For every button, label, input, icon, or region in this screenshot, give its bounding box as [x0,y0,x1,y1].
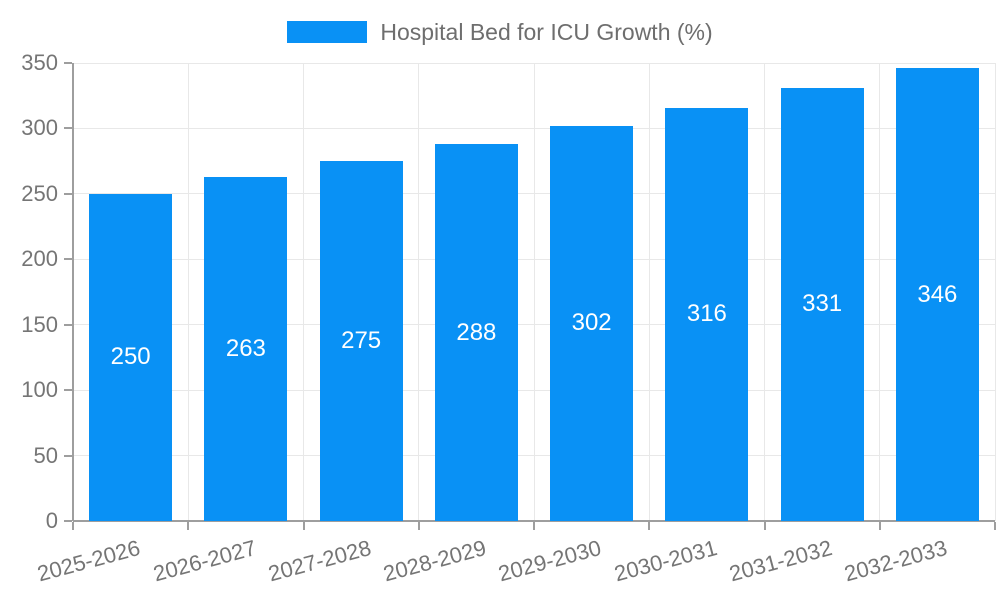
y-axis-tick [64,520,72,522]
x-axis-tick [648,522,651,530]
x-axis-tick [302,522,305,530]
x-gridline [764,63,765,521]
y-axis-tick [64,454,72,457]
bar-value-label: 288 [456,318,497,346]
x-axis-tick-label: 2032-2033 [841,535,950,587]
x-axis-tick-label: 2027-2028 [265,535,374,587]
x-axis-tick [187,522,190,530]
bar-value-label: 316 [686,300,727,328]
x-gridline [187,63,189,521]
bar[interactable]: 288 [434,144,518,521]
x-axis-line [73,520,995,522]
bar[interactable]: 263 [204,176,288,521]
x-axis-tick [72,522,74,530]
bar[interactable]: 316 [665,107,749,521]
y-axis-tick-label: 350 [21,50,58,75]
x-axis-tick [417,522,420,530]
x-axis-tick-label: 2028-2029 [380,535,489,587]
y-axis-tick [64,389,72,392]
y-axis-tick-label: 250 [21,180,58,206]
bar[interactable]: 346 [895,68,979,521]
x-axis-tick-label: 2025-2026 [34,535,144,587]
x-axis-tick-label: 2031-2032 [726,535,835,587]
x-gridline [879,63,881,521]
bar-value-label: 263 [225,334,266,362]
x-axis-tick [533,522,535,530]
x-axis-tick [763,522,766,530]
y-axis-tick-label: 200 [21,246,58,272]
y-axis-tick [64,192,72,195]
x-axis-tick-label: 2029-2030 [495,535,605,587]
y-axis-tick-label: 300 [21,115,58,141]
x-axis-tick [994,522,996,530]
x-gridline [533,63,535,521]
bar[interactable]: 302 [550,125,634,521]
x-gridline [303,63,304,521]
x-axis-tick-label: 2030-2031 [611,535,720,587]
y-axis-tick-label: 100 [21,377,58,403]
bar-value-label: 331 [802,290,843,318]
bar[interactable]: 275 [319,161,403,521]
y-axis-tick [64,323,72,326]
x-gridline [994,63,996,521]
x-axis-tick-label: 2026-2027 [150,535,259,587]
x-gridline [418,63,420,521]
bar-value-label: 346 [917,280,958,308]
bar-value-label: 302 [571,309,612,337]
bar-value-label: 250 [110,343,151,371]
bar[interactable]: 250 [89,193,173,521]
y-axis-tick [64,127,72,130]
legend-swatch-icon [287,21,368,43]
y-axis-line [72,63,74,521]
plot-area: 250 263 275 288 302 316 331 346 [64,62,996,530]
y-axis-tick [64,258,72,261]
y-axis-tick-label: 0 [45,508,58,533]
y-axis-tick [64,62,72,64]
bar[interactable]: 331 [780,87,864,521]
legend-item[interactable]: Hospital Bed for ICU Growth (%) [0,13,1000,51]
x-gridline [648,63,650,521]
y-axis-tick-label: 50 [33,442,58,468]
bar-value-label: 275 [341,327,382,355]
x-axis-tick [878,522,881,530]
legend-label: Hospital Bed for ICU Growth (%) [380,19,713,45]
y-axis-tick-label: 150 [21,311,58,337]
